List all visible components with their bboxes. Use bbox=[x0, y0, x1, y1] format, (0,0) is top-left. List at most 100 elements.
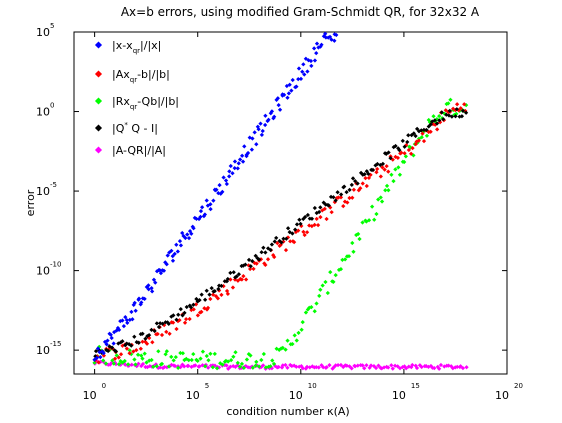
scatter-point bbox=[438, 362, 444, 368]
scatter-point bbox=[177, 238, 183, 244]
scatter-point bbox=[406, 147, 412, 153]
scatter-point bbox=[140, 331, 145, 336]
scatter-point bbox=[314, 301, 319, 306]
x-tick-base: 10 bbox=[83, 389, 97, 402]
scatter-point bbox=[302, 232, 307, 238]
scatter-point bbox=[294, 222, 300, 227]
legend-marker bbox=[94, 97, 103, 105]
scatter-point bbox=[395, 364, 400, 369]
scatter-point bbox=[198, 214, 203, 220]
scatter-point bbox=[437, 114, 442, 119]
scatter-point bbox=[159, 332, 165, 338]
scatter-point bbox=[260, 128, 265, 134]
scatter-point bbox=[189, 231, 194, 236]
scatter-point bbox=[344, 190, 349, 195]
scatter-point bbox=[378, 174, 383, 179]
scatter-point bbox=[172, 363, 178, 369]
scatter-point bbox=[216, 286, 221, 292]
y-tick-base: 10 bbox=[36, 185, 50, 198]
scatter-point bbox=[309, 63, 314, 68]
x-tick-base: 10 bbox=[495, 389, 509, 402]
scatter-point bbox=[419, 128, 424, 133]
legend-marker bbox=[94, 70, 103, 78]
scatter-point bbox=[182, 310, 187, 315]
scatter-point bbox=[400, 138, 405, 143]
scatter-point bbox=[254, 359, 259, 364]
scatter-point bbox=[248, 266, 253, 272]
scatter-point bbox=[386, 365, 391, 370]
scatter-point bbox=[338, 362, 344, 368]
scatter-point bbox=[318, 287, 323, 292]
scatter-point bbox=[204, 198, 209, 203]
scatter-point bbox=[338, 195, 344, 200]
x-tick-base: 10 bbox=[186, 389, 200, 402]
scatter-point bbox=[250, 365, 255, 370]
scatter-point bbox=[198, 356, 203, 361]
scatter-point bbox=[156, 324, 162, 330]
scatter-point bbox=[292, 333, 297, 338]
scatter-point bbox=[127, 351, 132, 356]
scatter-point bbox=[169, 354, 174, 359]
scatter-point bbox=[298, 76, 304, 81]
legend-marker bbox=[94, 41, 103, 49]
scatter-point bbox=[265, 257, 271, 262]
scatter-point bbox=[283, 248, 289, 253]
scatter-point bbox=[404, 366, 409, 371]
scatter-point bbox=[214, 366, 220, 371]
scatter-point bbox=[409, 151, 414, 156]
scatter-point bbox=[312, 46, 317, 51]
scatter-point bbox=[164, 329, 169, 335]
scatter-point bbox=[169, 248, 174, 253]
scatter-point bbox=[191, 307, 196, 312]
scatter-point bbox=[186, 235, 192, 241]
scatter-point bbox=[460, 366, 466, 371]
scatter-point bbox=[165, 253, 170, 258]
scatter-point bbox=[259, 357, 264, 363]
scatter-point bbox=[366, 171, 371, 177]
scatter-point bbox=[236, 272, 241, 277]
x-tick-base: 10 bbox=[289, 389, 303, 402]
scatter-point bbox=[279, 240, 284, 245]
scatter-point bbox=[183, 316, 189, 322]
scatter-point bbox=[299, 327, 304, 332]
scatter-point bbox=[345, 200, 350, 205]
scatter-point bbox=[413, 133, 418, 139]
scatter-point bbox=[129, 362, 134, 367]
scatter-point bbox=[317, 293, 322, 298]
scatter-point bbox=[142, 351, 147, 356]
scatter-point bbox=[219, 283, 224, 289]
scatter-point bbox=[111, 341, 116, 346]
scatter-point bbox=[132, 300, 137, 306]
scatter-point bbox=[402, 159, 407, 165]
scatter-point bbox=[256, 257, 262, 262]
scatter-point bbox=[212, 289, 217, 294]
scatter-point bbox=[432, 366, 437, 371]
scatter-point bbox=[234, 274, 239, 279]
scatter-point bbox=[297, 217, 302, 222]
scatter-point bbox=[178, 243, 184, 248]
scatter-point bbox=[258, 121, 263, 126]
scatter-point bbox=[232, 159, 238, 164]
scatter-point bbox=[261, 351, 266, 357]
scatter-point bbox=[206, 358, 211, 363]
scatter-point bbox=[428, 129, 433, 134]
scatter-point bbox=[227, 169, 232, 174]
scatter-point bbox=[318, 205, 323, 210]
scatter-point bbox=[200, 205, 205, 210]
scatter-point bbox=[421, 138, 427, 144]
scatter-point bbox=[250, 258, 255, 264]
scatter-point bbox=[285, 226, 291, 231]
scatter-point bbox=[180, 230, 185, 236]
scatter-point bbox=[303, 214, 308, 220]
scatter-point bbox=[223, 178, 229, 183]
scatter-point bbox=[203, 297, 208, 302]
scatter-point bbox=[419, 135, 424, 140]
scatter-point bbox=[164, 262, 169, 267]
scatter-point bbox=[464, 365, 469, 370]
scatter-point bbox=[305, 69, 310, 74]
scatter-point bbox=[180, 313, 185, 318]
scatter-point bbox=[419, 364, 424, 370]
scatter-point bbox=[231, 354, 236, 359]
scatter-point bbox=[250, 136, 255, 141]
